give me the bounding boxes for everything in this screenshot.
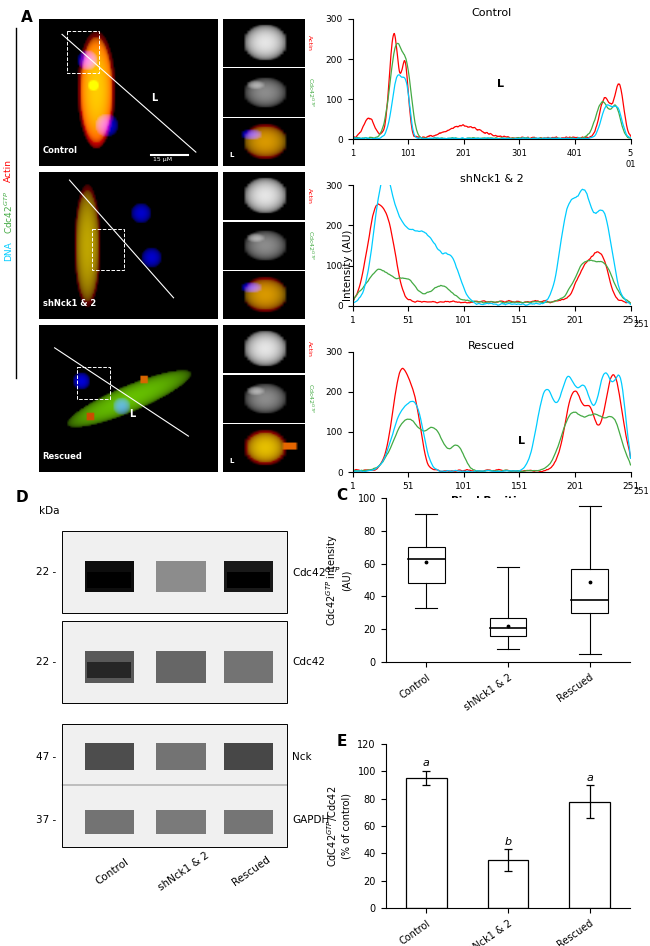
Title: Rescued: Rescued [468, 341, 515, 351]
Bar [224, 561, 273, 592]
Text: b: b [504, 837, 512, 848]
Text: 22 -: 22 - [36, 657, 57, 667]
Y-axis label: CdC42$^{GTP}$/Cdc42
(% of control): CdC42$^{GTP}$/Cdc42 (% of control) [326, 785, 352, 867]
Text: D: D [16, 490, 29, 505]
Bar [62, 531, 287, 613]
Text: C: C [337, 488, 348, 503]
Text: 251: 251 [633, 321, 649, 329]
Bar [62, 622, 287, 703]
Text: Control: Control [43, 146, 78, 155]
Bar [406, 779, 447, 908]
Text: shNck1 & 2: shNck1 & 2 [157, 850, 211, 892]
Text: A: A [21, 10, 33, 26]
Y-axis label: Cdc42$^{GTP}$: Cdc42$^{GTP}$ [307, 78, 316, 108]
Text: L: L [229, 152, 234, 158]
Text: L: L [229, 458, 234, 464]
Text: Nck: Nck [292, 752, 312, 762]
Y-axis label: Actin: Actin [307, 35, 311, 51]
Text: Intensity (AU): Intensity (AU) [343, 229, 353, 301]
Bar [84, 810, 134, 834]
Bar [84, 744, 134, 770]
Bar [224, 652, 273, 683]
Text: Rescued: Rescued [231, 854, 272, 888]
X-axis label: Pixel Position: Pixel Position [451, 497, 532, 506]
Text: Cdc42$^{GTP}$: Cdc42$^{GTP}$ [2, 191, 15, 235]
Y-axis label: Actin: Actin [307, 342, 311, 357]
Bar [408, 548, 445, 584]
Text: 22 -: 22 - [36, 567, 57, 577]
Y-axis label: Cdc42$^{GTP}$ intensity
(AU): Cdc42$^{GTP}$ intensity (AU) [324, 534, 352, 626]
Y-axis label: Merged: Merged [307, 131, 311, 154]
Text: Actin: Actin [4, 159, 13, 182]
Bar [488, 860, 528, 908]
Bar [227, 572, 270, 587]
Bar [157, 810, 206, 834]
Bar [157, 652, 206, 683]
Text: a: a [586, 773, 593, 783]
Text: L: L [518, 436, 525, 447]
Text: a: a [423, 758, 430, 768]
Bar [224, 810, 273, 834]
Text: 47 -: 47 - [36, 752, 57, 762]
Title: Control: Control [471, 9, 512, 18]
Bar [66, 31, 99, 73]
Y-axis label: Merged: Merged [307, 436, 311, 460]
Text: 37 -: 37 - [36, 815, 57, 825]
Bar [92, 229, 125, 270]
Text: Control: Control [94, 856, 131, 886]
Bar [489, 618, 526, 636]
Text: L: L [129, 409, 135, 419]
Bar [224, 744, 273, 770]
Text: L: L [497, 79, 504, 89]
Bar [62, 724, 287, 847]
Text: L: L [151, 93, 157, 102]
Bar [87, 572, 131, 587]
Text: shNck1 & 2: shNck1 & 2 [43, 299, 96, 308]
Bar [157, 561, 206, 592]
Bar [77, 367, 110, 399]
Text: 15 μM: 15 μM [153, 157, 172, 162]
Bar [84, 652, 134, 683]
Text: kDa: kDa [39, 506, 60, 517]
Title: shNck1 & 2: shNck1 & 2 [460, 174, 523, 184]
Bar [569, 801, 610, 908]
Bar [87, 662, 131, 678]
Y-axis label: Cdc42$^{GTP}$: Cdc42$^{GTP}$ [307, 383, 316, 413]
Text: Rescued: Rescued [43, 452, 83, 461]
Bar [571, 569, 608, 613]
Y-axis label: Merged: Merged [307, 283, 311, 307]
Bar [157, 744, 206, 770]
Text: E: E [337, 734, 347, 749]
Text: DNA: DNA [4, 241, 13, 260]
Y-axis label: Actin: Actin [307, 188, 311, 204]
Bar [84, 561, 134, 592]
Y-axis label: Cdc42$^{GTP}$: Cdc42$^{GTP}$ [307, 230, 316, 261]
Text: Cdc42$^{GTP}$: Cdc42$^{GTP}$ [292, 565, 342, 579]
Text: 251: 251 [633, 486, 649, 496]
Text: GAPDH: GAPDH [292, 815, 330, 825]
Text: Cdc42: Cdc42 [292, 657, 326, 667]
